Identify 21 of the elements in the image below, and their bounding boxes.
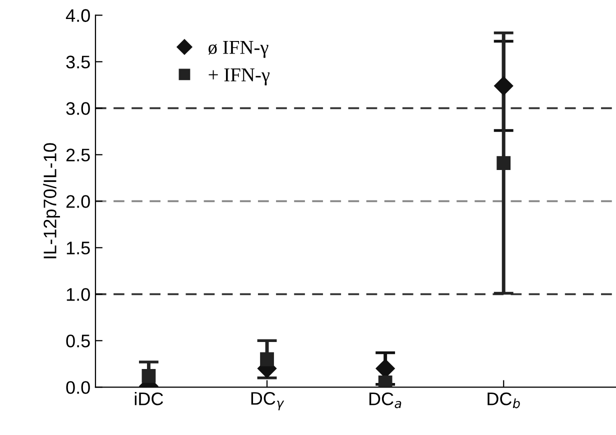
point: [378, 376, 392, 388]
y-tick-label: 2.5: [66, 148, 90, 162]
y-axis-title: IL-12p70/IL-10: [43, 143, 60, 258]
x-tick-label: DC$_{γ}$: [251, 392, 284, 410]
x-tick-label: DC$_{a}$: [369, 392, 402, 408]
legend-label: ø IFN-γ: [208, 41, 268, 58]
y-tick-label: 2.0: [66, 195, 90, 208]
y-tick-label: 4.0: [66, 9, 90, 22]
y-tick-label: 0.5: [66, 334, 90, 348]
y-tick-label: 3.0: [66, 102, 90, 115]
point: [494, 76, 514, 96]
y-tick-label: 1.5: [66, 242, 90, 254]
y-tick-label: 0.0: [66, 381, 90, 394]
y-tick-label: 1.0: [66, 288, 90, 301]
y-tick-label: 3.5: [66, 56, 90, 68]
x-tick-label: DC$_{b}$: [488, 392, 520, 408]
point: [260, 352, 274, 366]
x-tick-label: iDC: [134, 392, 164, 406]
point: [496, 156, 511, 170]
legend-label: + IFN-γ: [208, 68, 270, 86]
point: [142, 369, 156, 383]
